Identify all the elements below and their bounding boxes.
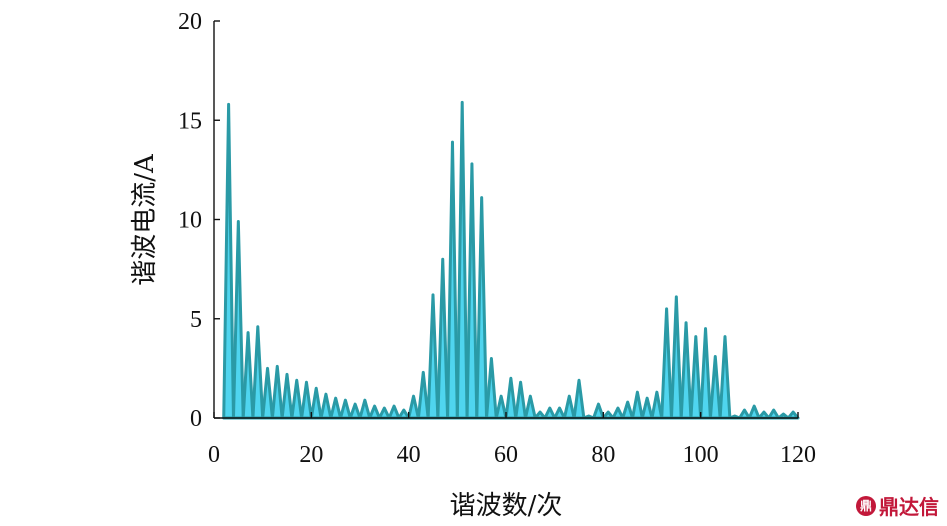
x-tick-label-20: 20 <box>299 442 323 468</box>
harmonic-peak-101 <box>699 327 712 420</box>
y-axis-title: 谐波电流/A <box>130 153 160 286</box>
harmonic-peak-93 <box>660 307 673 420</box>
y-tick-label-5: 5 <box>190 307 202 333</box>
harmonic-peak-85 <box>621 400 635 420</box>
y-ticks: 0 5 10 15 20 <box>178 9 220 432</box>
harmonic-peak-87 <box>631 390 644 420</box>
harmonic-peak-73 <box>562 394 576 420</box>
harmonic-peak-59 <box>494 394 508 420</box>
y-tick-label-15: 15 <box>178 108 202 134</box>
harmonic-peak-65 <box>523 394 537 420</box>
harmonic-peak-25 <box>329 396 343 420</box>
harmonic-peak-105 <box>718 335 732 420</box>
harmonic-peak-15 <box>280 372 294 420</box>
harmonic-peak-61 <box>504 376 518 420</box>
harmonic-peak-109 <box>738 408 751 420</box>
harmonic-peak-119 <box>786 410 800 420</box>
harmonic-peak-39 <box>397 408 411 420</box>
harmonic-peak-21 <box>309 386 323 420</box>
harmonic-peak-115 <box>767 408 781 420</box>
harmonic-peak-57 <box>485 356 498 420</box>
harmonic-peak-71 <box>553 406 566 420</box>
harmonic-peak-23 <box>319 392 333 420</box>
harmonic-peak-19 <box>300 380 313 420</box>
harmonic-peak-51 <box>455 100 469 420</box>
harmonic-peak-113 <box>757 410 771 420</box>
harmonic-peak-3 <box>222 102 235 420</box>
y-tick-label-0: 0 <box>190 406 202 432</box>
harmonic-peak-13 <box>270 364 284 420</box>
harmonic-peak-79 <box>592 402 605 420</box>
brand-logo-icon: 鼎 <box>856 495 876 516</box>
harmonic-peak-69 <box>543 406 557 420</box>
harmonic-peak-47 <box>436 257 450 420</box>
x-ticks: 0 20 40 60 80 100 120 <box>208 412 816 468</box>
harmonic-peak-43 <box>416 370 430 420</box>
harmonic-peak-55 <box>475 196 489 420</box>
harmonic-peak-99 <box>689 335 703 420</box>
x-tick-label-80: 80 <box>591 442 615 468</box>
harmonic-peak-97 <box>679 321 693 420</box>
harmonic-peak-67 <box>533 410 547 420</box>
harmonic-peak-45 <box>426 293 440 420</box>
harmonic-peak-11 <box>261 366 274 420</box>
harmonic-peak-91 <box>650 390 664 420</box>
harmonic-peak-29 <box>348 402 362 420</box>
harmonic-peak-31 <box>358 398 372 420</box>
x-tick-label-120: 120 <box>780 442 816 468</box>
harmonic-peak-27 <box>339 398 352 420</box>
harmonic-peak-81 <box>601 410 615 420</box>
harmonic-peak-111 <box>747 404 761 420</box>
harmonic-peak-41 <box>407 394 420 420</box>
harmonic-peak-53 <box>465 162 479 420</box>
harmonic-peak-5 <box>231 219 245 420</box>
harmonic-peak-89 <box>640 396 654 420</box>
y-tick-label-20: 20 <box>178 9 202 35</box>
harmonic-peak-103 <box>708 354 722 420</box>
harmonic-peak-17 <box>290 378 304 420</box>
harmonic-peak-95 <box>669 295 683 420</box>
y-tick-label-10: 10 <box>178 208 202 234</box>
x-tick-label-0: 0 <box>208 442 220 468</box>
x-axis-title: 谐波数/次 <box>450 491 563 521</box>
plot-area <box>222 100 800 420</box>
harmonic-peak-7 <box>241 331 255 420</box>
x-tick-label-60: 60 <box>494 442 518 468</box>
x-tick-label-100: 100 <box>683 442 719 468</box>
harmonic-peak-35 <box>377 406 391 420</box>
harmonic-peak-63 <box>514 380 527 420</box>
harmonic-peak-83 <box>611 406 625 420</box>
harmonic-peak-75 <box>572 378 586 420</box>
x-tick-label-40: 40 <box>397 442 421 468</box>
watermark-text: 鼎达信 <box>879 495 939 519</box>
harmonic-peak-9 <box>251 325 265 420</box>
watermark: 鼎 鼎达信 <box>856 491 939 520</box>
harmonic-peak-49 <box>446 140 459 420</box>
harmonic-peak-37 <box>387 404 401 420</box>
harmonic-peak-33 <box>368 404 381 420</box>
